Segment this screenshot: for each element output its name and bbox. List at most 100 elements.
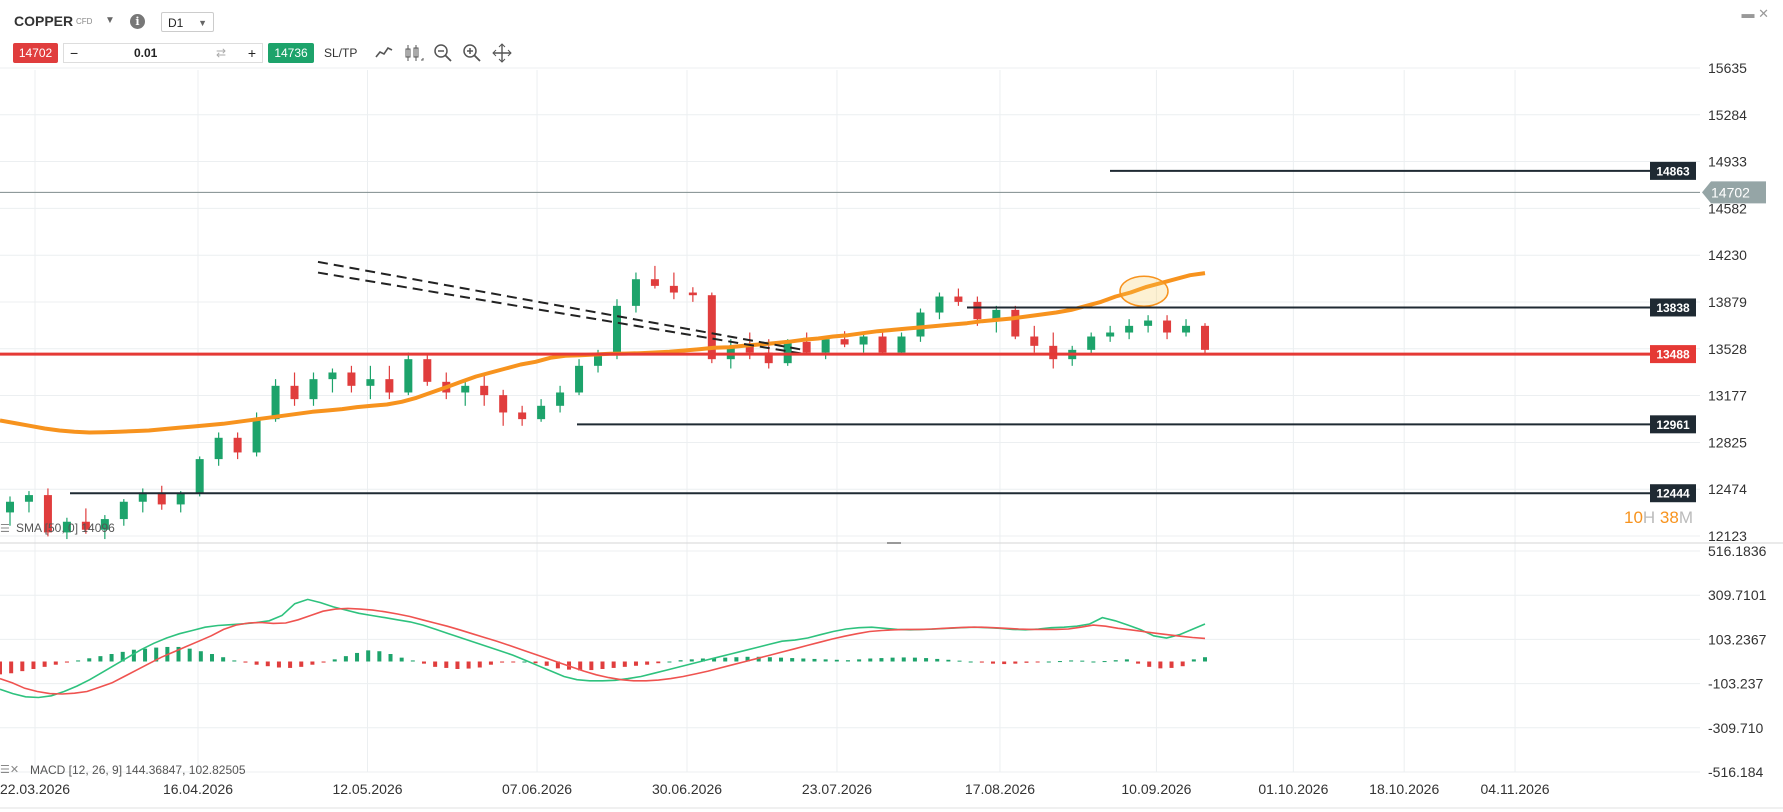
macd-histogram-bar xyxy=(366,650,371,662)
timeframe-value: D1 xyxy=(168,16,184,30)
close-icon[interactable]: ✕ xyxy=(1758,6,1769,21)
macd-histogram-bar xyxy=(712,658,717,662)
macd-histogram-bar xyxy=(243,661,248,663)
sltp-button[interactable]: SL/TP xyxy=(324,46,358,60)
candle xyxy=(43,495,52,533)
candle xyxy=(6,501,14,513)
macd-histogram-bar xyxy=(924,658,929,662)
candle xyxy=(461,385,470,393)
window-controls: ▬ ✕ xyxy=(1741,6,1769,22)
candle xyxy=(233,437,242,453)
candle xyxy=(992,309,1001,320)
macd-signal-line xyxy=(0,607,1206,695)
x-tick-label: 10.09.2026 xyxy=(1121,781,1191,797)
macd-histogram-bar xyxy=(912,657,917,662)
volume-input[interactable]: 0.01 xyxy=(134,46,158,60)
y-tick-label: 15284 xyxy=(1708,107,1747,123)
macd-histogram-bar xyxy=(321,661,326,663)
sell-button[interactable]: 14702 xyxy=(13,43,58,63)
candle xyxy=(81,521,90,530)
macd-histogram-bar xyxy=(823,659,828,662)
candle xyxy=(612,305,621,353)
candle xyxy=(1144,320,1153,326)
macd-histogram-bar xyxy=(98,656,103,662)
trendline-upper xyxy=(317,260,804,351)
chevron-down-icon[interactable]: ▼ xyxy=(105,15,115,26)
macd-histogram-bar xyxy=(801,658,806,662)
macd-histogram-bar xyxy=(879,658,884,662)
candle xyxy=(24,495,33,502)
y-tick-label: 13177 xyxy=(1708,388,1747,404)
macd-histogram-bar xyxy=(1113,660,1118,662)
buy-button[interactable]: 14736 xyxy=(268,43,314,63)
symbol-name[interactable]: COPPER xyxy=(14,13,74,29)
crosshair-icon[interactable] xyxy=(491,42,513,64)
macd-histogram-bar xyxy=(522,661,527,663)
macd-histogram-bar xyxy=(332,659,337,662)
info-icon[interactable]: i xyxy=(130,14,145,29)
candle xyxy=(878,336,887,353)
candle xyxy=(594,352,603,366)
x-tick-label: 17.08.2026 xyxy=(965,781,1035,797)
macd-histogram-bar xyxy=(53,661,58,665)
increase-volume-button[interactable]: + xyxy=(247,45,256,61)
macd-histogram-bar xyxy=(9,661,14,674)
level-label: 13838 xyxy=(1656,301,1690,315)
macd-histogram-bar xyxy=(890,657,895,662)
macd-histogram-bar xyxy=(477,661,482,668)
level-label-box xyxy=(1650,161,1696,180)
macd-histogram-bar xyxy=(779,657,784,662)
x-tick-label: 12.05.2026 xyxy=(332,781,402,797)
candle xyxy=(404,359,413,393)
indicator-settings-icon: ☰✕ xyxy=(0,763,19,776)
macd-histogram-bar xyxy=(689,659,694,662)
level-label: 14863 xyxy=(1656,164,1690,178)
x-tick-label: 07.06.2026 xyxy=(502,781,572,797)
macd-histogram-bar xyxy=(500,661,505,663)
candle xyxy=(1201,325,1209,350)
minimize-icon[interactable]: ▬ xyxy=(1741,6,1755,21)
macd-histogram-bar xyxy=(1046,661,1051,663)
swap-icon[interactable]: ⇄ xyxy=(216,46,227,60)
macd-histogram-bar xyxy=(1191,659,1196,662)
macd-histogram-bar xyxy=(901,657,906,662)
macd-histogram-bar xyxy=(812,658,817,662)
candle xyxy=(1125,325,1134,333)
countdown-part: 38 xyxy=(1655,508,1679,527)
macd-histogram-bar xyxy=(444,661,449,668)
candle xyxy=(745,345,754,353)
timeframe-select[interactable]: D1 ▼ xyxy=(161,12,214,32)
macd-histogram-bar xyxy=(455,661,460,669)
macd-histogram-bar xyxy=(935,658,940,662)
decrease-volume-button[interactable]: − xyxy=(70,45,79,61)
macd-histogram-bar xyxy=(131,649,136,662)
zoom-in-icon[interactable] xyxy=(461,42,483,64)
zoom-out-icon[interactable] xyxy=(432,42,454,64)
macd-histogram-bar xyxy=(700,658,705,662)
y-tick-label: 14582 xyxy=(1708,200,1747,216)
macd-histogram-bar xyxy=(187,648,192,662)
macd-histogram-bar xyxy=(1035,661,1040,663)
macd-histogram-bar xyxy=(109,654,114,662)
candle xyxy=(935,296,944,313)
candlestick-icon[interactable] xyxy=(402,42,424,64)
macd-histogram-bar xyxy=(64,661,69,663)
macd-histogram-bar xyxy=(533,661,538,664)
macd-histogram-bar xyxy=(265,661,270,667)
trendline-lower xyxy=(317,271,804,355)
macd-histogram-bar xyxy=(1158,661,1163,669)
macd-histogram-bar xyxy=(488,661,493,665)
candle xyxy=(119,501,128,520)
countdown-part: 10 xyxy=(1624,508,1643,527)
candle xyxy=(631,279,640,306)
candle xyxy=(916,312,925,337)
sma-legend: SMA [50, 0] 14096 xyxy=(16,521,115,535)
y-tick-label: 12825 xyxy=(1708,434,1747,450)
volume-stepper: − 0.01 ⇄ + xyxy=(63,43,263,63)
candle xyxy=(499,395,508,413)
macd-y-tick-label: 516.1836 xyxy=(1708,543,1767,559)
macd-histogram-bar xyxy=(991,661,996,664)
line-chart-icon[interactable] xyxy=(373,42,395,64)
macd-histogram-bar xyxy=(288,661,293,668)
